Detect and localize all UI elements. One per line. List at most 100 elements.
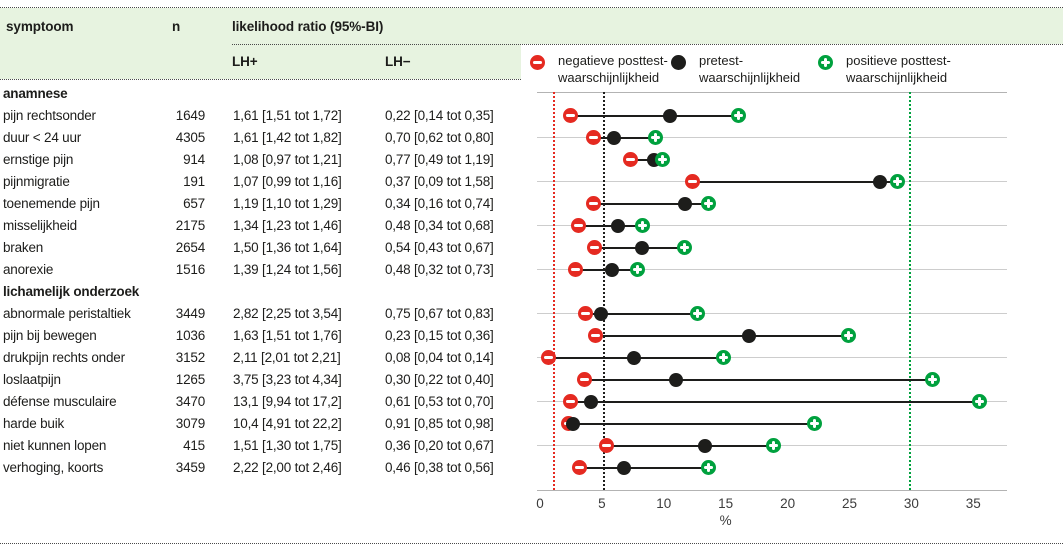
range-connector-line [606, 444, 774, 447]
n-value: 1265 [175, 371, 205, 387]
symptom-label: harde buik [3, 415, 65, 431]
row-gridline [537, 356, 1007, 359]
pretest-marker [662, 108, 677, 123]
positive-posttest-marker [635, 218, 651, 233]
n-value: 2654 [175, 239, 205, 255]
n-value: 3152 [175, 349, 205, 365]
positive-posttest-marker [630, 262, 646, 277]
lh-minus-value: 0,54 [0,43 tot 0,67] [385, 239, 494, 255]
n-value: 1649 [175, 107, 205, 123]
lh-plus-value: 1,34 [1,23 tot 1,46] [233, 217, 342, 233]
lh-plus-value: 1,08 [0,97 tot 1,21] [233, 151, 342, 167]
n-value: 1036 [175, 327, 205, 343]
positive-posttest-marker [730, 108, 746, 123]
negative-posttest-marker [570, 218, 586, 233]
x-axis-label: % [719, 513, 732, 528]
pretest-marker [677, 196, 692, 211]
lh-minus-value: 0,75 [0,67 tot 0,83] [385, 305, 494, 321]
negative-posttest-marker [563, 394, 579, 409]
lh-minus-value: 0,08 [0,04 tot 0,14] [385, 349, 494, 365]
range-connector-line [584, 378, 933, 381]
pretest-marker [627, 350, 642, 365]
x-tick-label: 5 [598, 496, 606, 511]
pretest-marker [593, 306, 608, 321]
pretest-marker [697, 438, 712, 453]
symptom-label: abnormale peristaltiek [3, 305, 131, 321]
lh-minus-value: 0,48 [0,32 tot 0,73] [385, 261, 494, 277]
filled-dot-icon [671, 55, 686, 70]
row-gridline [537, 268, 1007, 271]
column-header-likelihood-ratio: likelihood ratio (95%-BI) [232, 19, 384, 34]
lh-minus-value: 0,48 [0,34 tot 0,68] [385, 217, 494, 233]
pretest-marker [617, 460, 632, 475]
range-connector-line [570, 400, 980, 403]
n-value: 3470 [175, 393, 205, 409]
symptom-label: niet kunnen lopen [3, 437, 107, 453]
negative-posttest-marker [585, 196, 601, 211]
x-axis-line [537, 489, 1007, 491]
x-tick-label: 0 [536, 496, 544, 511]
symptom-label: misselijkheid [3, 217, 77, 233]
row-gridline [537, 136, 1007, 139]
row-gridline [537, 312, 1007, 315]
symptom-label: défense musculaire [3, 393, 117, 409]
n-value: 2175 [175, 217, 205, 233]
x-tick-label: 10 [656, 496, 672, 511]
pretest-marker [604, 262, 619, 277]
pretest-marker [566, 416, 581, 431]
n-value: 191 [183, 173, 205, 189]
pretest-marker [583, 394, 598, 409]
plus-circle-icon [818, 55, 833, 70]
range-connector-line [585, 312, 698, 315]
lh-minus-value: 0,70 [0,62 tot 0,80] [385, 129, 494, 145]
lh-minus-value: 0,61 [0,53 tot 0,70] [385, 393, 494, 409]
pretest-marker [669, 372, 684, 387]
negative-posttest-marker [622, 152, 638, 167]
pretest-marker [607, 130, 622, 145]
lh-plus-value: 1,63 [1,51 tot 1,76] [233, 327, 342, 343]
negative-posttest-marker [577, 372, 593, 387]
positive-posttest-marker [766, 438, 782, 453]
n-value: 3459 [175, 459, 205, 475]
positive-posttest-marker [840, 328, 856, 343]
symptom-label: loslaatpijn [3, 371, 61, 387]
n-value: 657 [183, 195, 205, 211]
x-tick-label: 25 [841, 496, 858, 511]
lh-plus-value: 2,11 [2,01 tot 2,21] [233, 349, 341, 365]
lh-plus-value: 13,1 [9,94 tot 17,2] [233, 393, 342, 409]
x-tick-label: 15 [718, 496, 734, 511]
column-header-n: n [172, 19, 181, 34]
positive-posttest-marker [677, 240, 693, 255]
lh-minus-value: 0,23 [0,15 tot 0,36] [385, 327, 494, 343]
negative-posttest-marker [684, 174, 700, 189]
likelihood-ratio-underline [232, 44, 1063, 45]
negative-posttest-marker [568, 262, 584, 277]
row-gridline [537, 224, 1007, 227]
x-tick-label: 20 [780, 496, 796, 511]
pretest-marker [742, 328, 757, 343]
range-connector-line [593, 136, 656, 139]
positive-posttest-marker [689, 306, 705, 321]
header-bottom-rule [0, 79, 521, 80]
lh-minus-value: 0,77 [0,49 tot 1,19] [385, 151, 494, 167]
n-value: 4305 [175, 129, 205, 145]
lh-plus-value: 1,51 [1,30 tot 1,75] [233, 437, 342, 453]
symptom-label: verhoging, koorts [3, 459, 104, 475]
lh-plus-value: 1,61 [1,42 tot 1,82] [233, 129, 342, 145]
table-section-header: anamnese [3, 85, 68, 101]
minus-circle-icon [530, 55, 545, 70]
symptom-label: anorexie [3, 261, 54, 277]
lh-plus-value: 2,82 [2,25 tot 3,54] [233, 305, 342, 321]
range-connector-line [568, 422, 815, 425]
positive-posttest-marker [971, 394, 987, 409]
positive-posttest-marker [700, 460, 716, 475]
table-section-header: lichamelijk onderzoek [3, 283, 140, 299]
reference-line [909, 92, 912, 490]
lh-plus-value: 1,50 [1,36 tot 1,64] [233, 239, 342, 255]
n-value: 415 [183, 437, 205, 453]
